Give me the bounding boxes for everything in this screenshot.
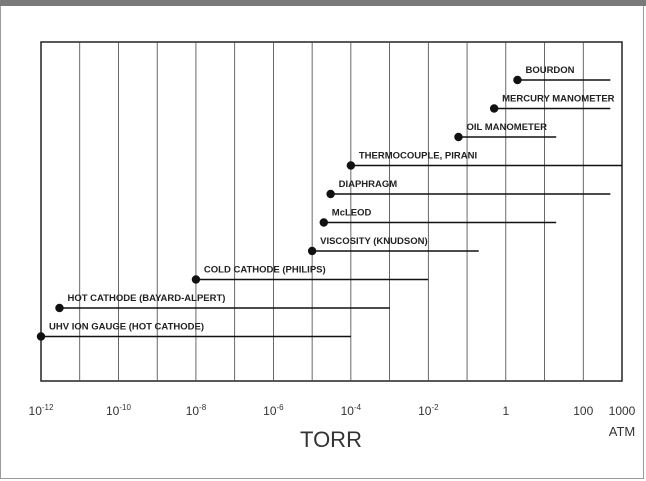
gauge-thermocouple-pirani: THERMOCOUPLE, PIRANI xyxy=(346,151,622,170)
gauge-label: COLD CATHODE (PHILIPS) xyxy=(204,265,326,276)
gauge-label: DIAPHRAGM xyxy=(339,179,398,190)
gauge-label: BOURDON xyxy=(525,65,574,76)
gauge-label: UHV ION GAUGE (HOT CATHODE) xyxy=(49,322,204,333)
gauge-start-dot xyxy=(191,275,201,284)
top-bar xyxy=(0,0,646,6)
gauge-start-dot xyxy=(36,332,46,341)
tick-label-1e0: 1 xyxy=(502,404,509,418)
gauge-start-dot xyxy=(346,161,356,170)
tick-label-1e3: 1000 xyxy=(609,404,636,418)
gauge-label: THERMOCOUPLE, PIRANI xyxy=(359,151,477,162)
gauge-viscosity-knudson: VISCOSITY (KNUDSON) xyxy=(307,236,479,256)
gauge-start-dot xyxy=(55,303,64,313)
gauge-label: OIL MANOMETER xyxy=(466,122,547,133)
tick-label-1e-12: 10-12 xyxy=(29,403,54,418)
gauge-label: VISCOSITY (KNUDSON) xyxy=(320,236,428,247)
gauge-start-dot xyxy=(326,189,335,199)
gauge-diaphragm: DIAPHRAGM xyxy=(326,179,611,199)
gauge-label: McLEOD xyxy=(332,208,372,219)
gauge-cold-cathode-philips: COLD CATHODE (PHILIPS) xyxy=(191,265,429,284)
gauge-start-dot xyxy=(454,132,463,142)
gauge-oil-manometer: OIL MANOMETER xyxy=(454,122,557,142)
tick-label-1e2: 100 xyxy=(573,404,593,418)
figure-frame xyxy=(0,6,644,479)
tick-label-1e-6: 10-6 xyxy=(263,403,284,418)
atm-unit-label: ATM xyxy=(609,424,635,439)
tick-label-1e-10: 10-10 xyxy=(106,403,131,418)
gauge-bars: BOURDON MERCURY MANOMETER OIL MANOMETER THE… xyxy=(36,65,622,341)
gridlines xyxy=(79,42,584,381)
gauge-start-dot xyxy=(489,104,499,113)
gauge-start-dot xyxy=(319,218,328,227)
tick-label-1e-8: 10-8 xyxy=(186,403,207,418)
gauge-label: HOT CATHODE (BAYARD-ALPERT) xyxy=(67,293,225,304)
x-tick-labels: 10-12 10-10 10-8 10-6 10-4 10-2 1 100 1000 xyxy=(29,403,636,418)
tick-label-1e-4: 10-4 xyxy=(341,403,362,418)
gauge-uhv-ion-gauge-hot-cathode: UHV ION GAUGE (HOT CATHODE) xyxy=(36,322,351,341)
gauge-mercury-manometer: MERCURY MANOMETER xyxy=(489,94,615,113)
gauge-hot-cathode-bayard-alpert: HOT CATHODE (BAYARD-ALPERT) xyxy=(55,293,390,313)
gauge-start-dot xyxy=(513,75,522,85)
gauge-mcleod: McLEOD xyxy=(319,208,557,227)
gauge-bourdon: BOURDON xyxy=(513,65,611,85)
gauge-label: MERCURY MANOMETER xyxy=(502,94,615,105)
plot-area-border xyxy=(40,41,623,382)
gauge-start-dot xyxy=(307,246,317,256)
tick-label-1e-2: 10-2 xyxy=(418,403,439,418)
x-axis-title: TORR xyxy=(300,427,362,452)
